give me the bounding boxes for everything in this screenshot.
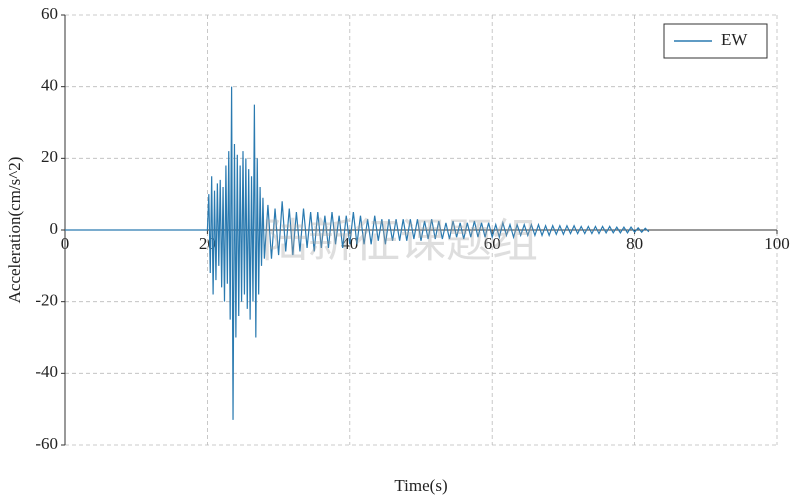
y-tick-label: 40: [41, 76, 58, 95]
x-tick-label: 100: [764, 234, 790, 253]
legend: EW: [663, 23, 768, 59]
y-tick-label: -20: [35, 291, 58, 310]
y-tick-label: -40: [35, 362, 58, 381]
y-tick-label: 20: [41, 147, 58, 166]
y-tick-label: 0: [50, 219, 59, 238]
series-line: [65, 86, 650, 420]
y-tick-label: 60: [41, 4, 58, 23]
x-tick-label: 60: [484, 234, 501, 253]
x-tick-label: 80: [626, 234, 643, 253]
y-tick-label: -60: [35, 434, 58, 453]
watermark: 陆新征课题组: [262, 216, 538, 267]
legend-label: EW: [721, 30, 748, 49]
x-tick-label: 20: [199, 234, 216, 253]
x-axis-label: Time(s): [394, 476, 447, 495]
y-axis-label: Acceleration(cm/s^2): [5, 157, 24, 304]
